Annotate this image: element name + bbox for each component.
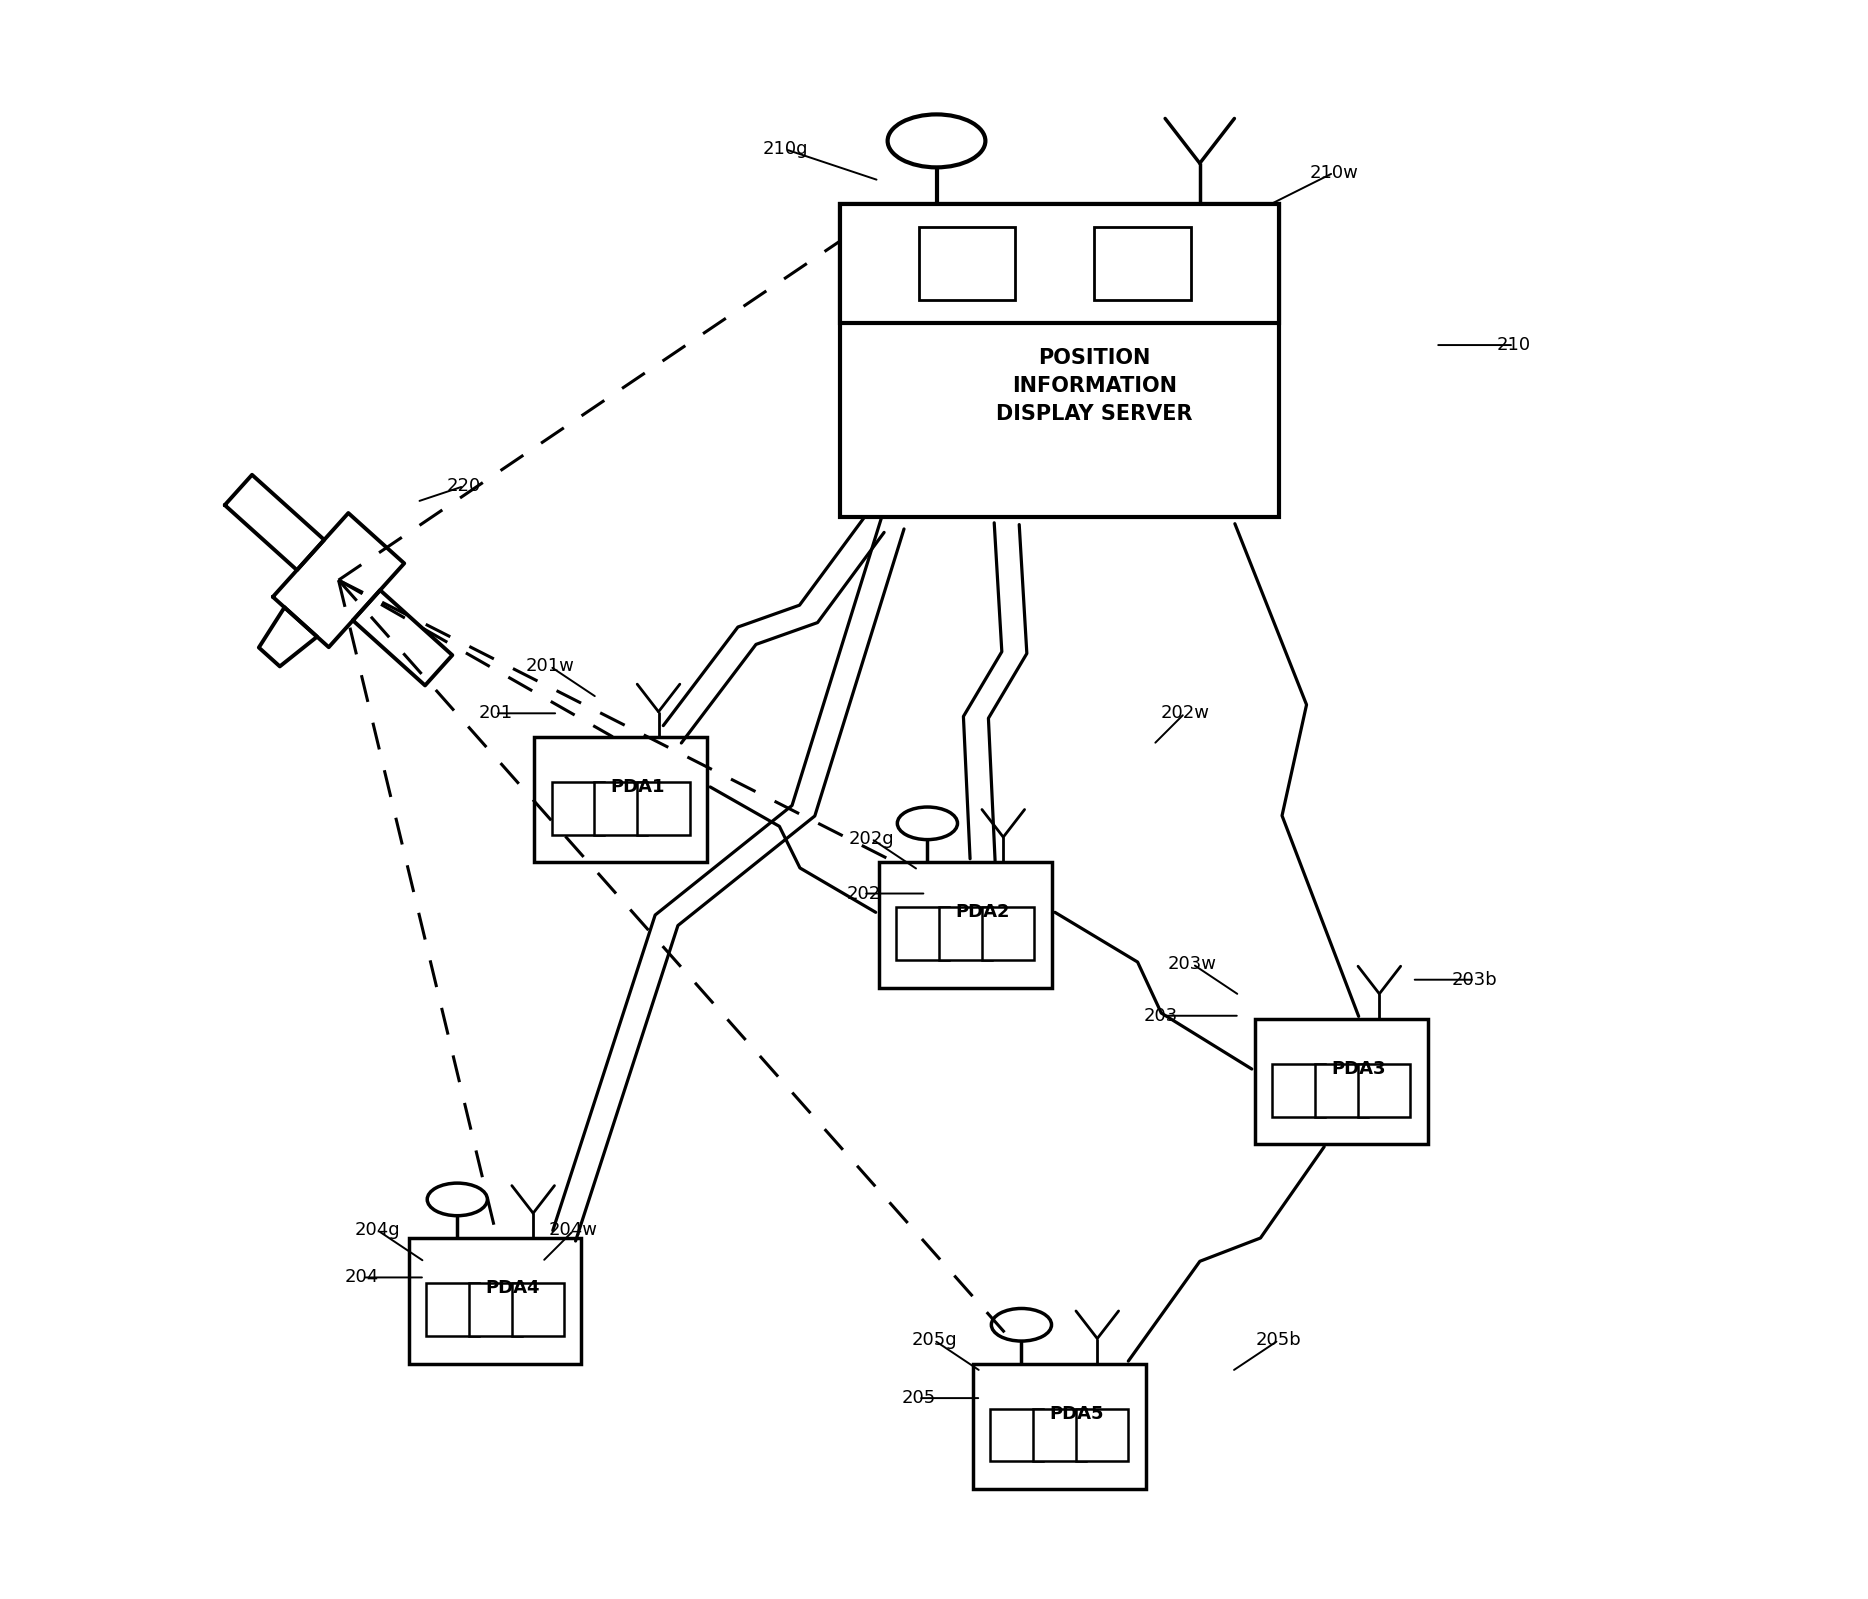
Bar <box>841 205 1280 518</box>
Bar <box>551 782 605 835</box>
Text: 205: 205 <box>900 1390 936 1407</box>
Bar <box>973 1364 1145 1489</box>
Text: 210w: 210w <box>1309 163 1358 182</box>
Bar <box>1076 1409 1128 1461</box>
Text: 203b: 203b <box>1451 971 1498 988</box>
Bar <box>512 1284 564 1337</box>
Bar <box>409 1238 581 1364</box>
Text: PDA4: PDA4 <box>486 1279 540 1297</box>
Text: PDA5: PDA5 <box>1050 1406 1104 1423</box>
Text: 210g: 210g <box>762 141 807 158</box>
Text: 202w: 202w <box>1160 704 1209 723</box>
Text: 201w: 201w <box>525 657 575 675</box>
Text: 220: 220 <box>446 477 482 496</box>
Bar <box>1033 1409 1085 1461</box>
Text: PDA3: PDA3 <box>1332 1060 1386 1078</box>
Bar <box>426 1284 478 1337</box>
Text: 202: 202 <box>846 884 880 902</box>
Text: 205g: 205g <box>912 1330 956 1350</box>
Bar <box>534 737 706 862</box>
Bar <box>983 907 1035 959</box>
Bar <box>990 1409 1042 1461</box>
Bar <box>1095 227 1192 301</box>
Text: 201: 201 <box>478 704 512 723</box>
Text: POSITION
INFORMATION
DISPLAY SERVER: POSITION INFORMATION DISPLAY SERVER <box>996 349 1192 424</box>
Text: PDA1: PDA1 <box>611 779 665 796</box>
Text: 203w: 203w <box>1168 955 1218 974</box>
Bar <box>469 1284 521 1337</box>
Bar <box>1255 1019 1427 1145</box>
Bar <box>897 907 949 959</box>
Text: PDA2: PDA2 <box>955 903 1011 921</box>
Text: 210: 210 <box>1496 336 1532 353</box>
Bar <box>940 907 992 959</box>
Bar <box>594 782 646 835</box>
Text: 204: 204 <box>346 1268 379 1287</box>
Bar <box>841 205 1280 323</box>
Bar <box>637 782 689 835</box>
Bar <box>1315 1063 1367 1116</box>
Text: 204w: 204w <box>549 1222 598 1239</box>
Text: 202g: 202g <box>848 830 895 847</box>
Text: 204g: 204g <box>355 1222 400 1239</box>
Text: 205b: 205b <box>1255 1330 1302 1350</box>
Bar <box>1272 1063 1324 1116</box>
Text: 203: 203 <box>1143 1007 1179 1025</box>
Bar <box>919 227 1016 301</box>
Bar <box>880 862 1052 988</box>
Bar <box>1358 1063 1410 1116</box>
